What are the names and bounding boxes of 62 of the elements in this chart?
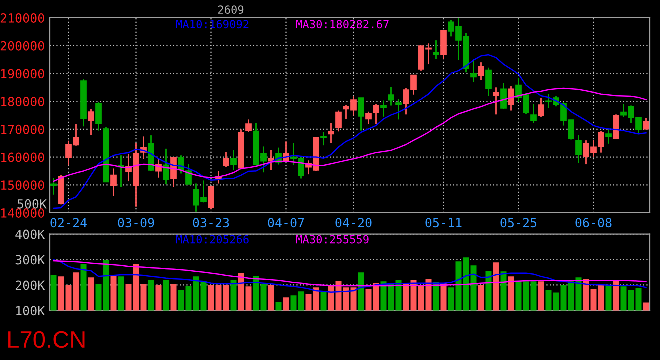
text: MA10:205266 [176, 235, 249, 244]
line-series [53, 260, 647, 287]
line-series [53, 54, 647, 210]
candlestick [96, 102, 102, 132]
candlestick [613, 114, 620, 140]
candlestick [478, 62, 484, 81]
y-tick-label: 200K [16, 280, 46, 290]
candlestick [380, 100, 387, 118]
y-tick-label: 180000 [1, 97, 44, 107]
x-tick-label: 06-08 [576, 218, 612, 228]
text: MA10:169092 [176, 20, 249, 29]
candlestick [328, 122, 334, 144]
candlestick [576, 134, 582, 164]
candlestick [110, 168, 117, 197]
candlestick [373, 103, 380, 125]
y-tick-label: 190000 [1, 69, 44, 79]
candlestick [486, 67, 492, 97]
candlestick [88, 108, 94, 136]
candlestick [396, 98, 402, 120]
x-tick-label: 02-24 [50, 218, 87, 228]
y-tick-label: 100K [16, 306, 46, 316]
x-tick-label: 05-11 [426, 218, 462, 228]
y-tick-label: 300K [16, 255, 46, 265]
text: 500K [18, 199, 47, 209]
candlestick [230, 149, 237, 172]
candlestick [530, 103, 537, 124]
y-tick-label: 210000 [0, 14, 44, 23]
candlestick [606, 128, 612, 145]
candlestick [388, 86, 394, 106]
candlestick [246, 118, 252, 134]
x-tick-label: 03-09 [118, 218, 154, 228]
candlestick [170, 157, 177, 188]
text: MA30:255559 [296, 235, 369, 244]
y-tick-label: 140000 [1, 208, 44, 218]
candlestick [493, 86, 500, 116]
candlestick [538, 98, 544, 118]
candlestick [433, 40, 440, 60]
candlestick [320, 132, 327, 146]
y-tick-label: 160000 [1, 152, 44, 162]
x-tick-label: 05-25 [500, 218, 537, 228]
candlestick [366, 111, 372, 125]
candlestick [508, 86, 514, 112]
candlestick [470, 58, 477, 83]
text: L70.CN [8, 331, 85, 348]
candlestick [208, 185, 214, 210]
y-tick-label: 170000 [1, 124, 44, 134]
candlestick [358, 98, 364, 132]
x-tick-label: 04-07 [268, 218, 304, 228]
candlestick [336, 110, 342, 132]
y-tick-label: 150000 [1, 180, 44, 190]
candlestick [186, 164, 192, 185]
y-tick-label: 200000 [0, 41, 44, 51]
line-series [53, 259, 647, 293]
x-tick-label: 03-23 [193, 218, 230, 228]
text: MA30:180282.67 [296, 20, 389, 29]
candlestick [163, 148, 170, 186]
candlestick [223, 152, 230, 168]
y-tick-label: 400K [16, 230, 46, 240]
candlestick [50, 177, 57, 196]
x-tick-label: 04-20 [336, 218, 372, 228]
chart-subtitle: 2609 [218, 6, 244, 14]
candlestick [440, 30, 447, 60]
